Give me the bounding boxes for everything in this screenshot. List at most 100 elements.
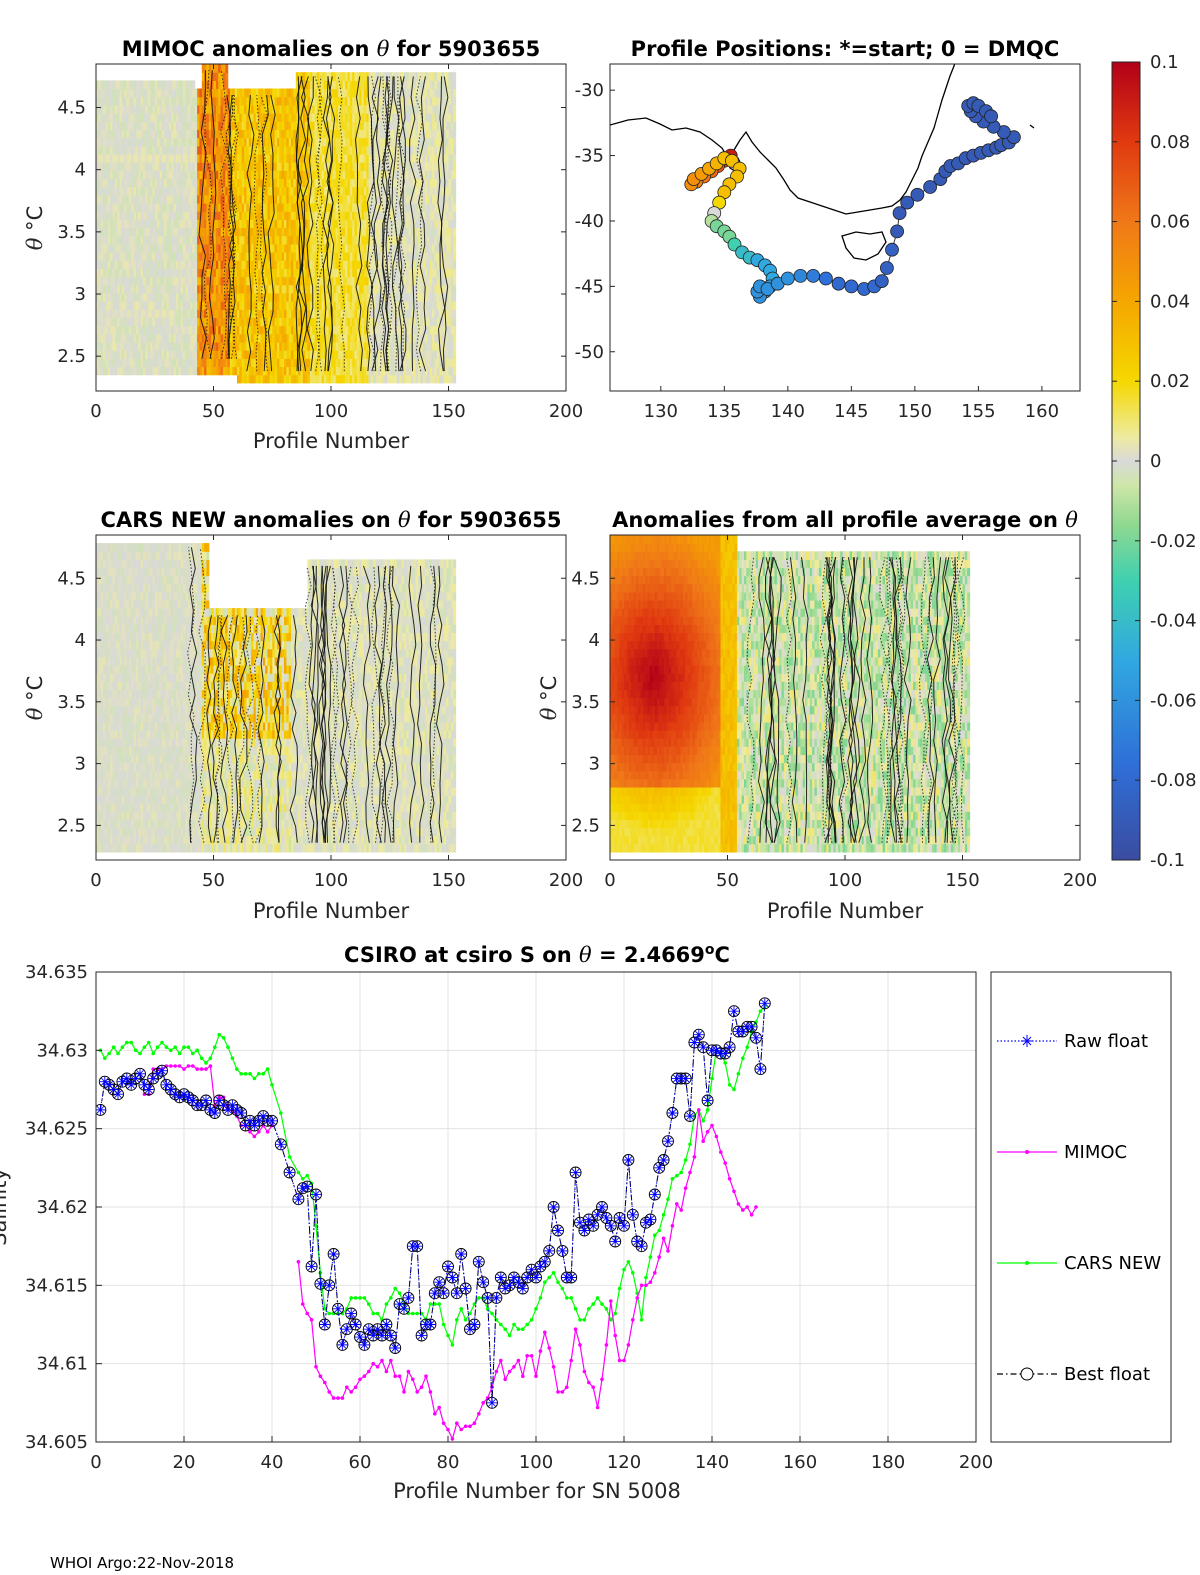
heatmap-cell [194,333,198,343]
heatmap-cell [157,80,161,90]
heatmap-cell [190,292,193,302]
heatmap-cell [293,284,297,294]
heatmap-cell [328,366,332,376]
heatmap-cell [237,113,240,122]
heatmap-cell [251,113,255,122]
heatmap-cell [204,235,208,245]
heatmap-cell [288,227,292,237]
heatmap-cell [159,96,163,106]
heatmap-cell [408,276,412,286]
heatmap-cell [361,96,365,106]
heatmap-cell [135,194,139,204]
heatmap-cell [131,260,135,269]
heatmap-cell [406,162,410,171]
heatmap-cell [192,162,196,171]
heatmap-cell [178,301,182,310]
heatmap-cell [140,366,144,376]
heatmap-cell [112,121,116,130]
heatmap-cell [147,104,151,114]
heatmap-cell [378,333,381,343]
heatmap-cell [107,350,111,359]
heatmap-cell [359,104,363,114]
heatmap-cell [363,104,367,114]
heatmap-cell [229,104,233,114]
heatmap-cell [208,309,212,318]
heatmap-cell [305,276,309,286]
heatmap-cell [201,121,205,130]
heatmap-cell [164,276,168,286]
heatmap-cell [370,358,374,368]
heatmap-cell [213,186,217,196]
heatmap-cell [225,104,229,114]
heatmap-cell [389,113,393,122]
heatmap-cell [272,145,276,155]
heatmap-cell [309,104,313,114]
heatmap-cell [408,284,412,294]
heatmap-cell [204,276,208,286]
heatmap-cell [345,333,349,343]
heatmap-cell [387,145,391,155]
heatmap-cell [345,145,349,155]
heatmap-cell [150,276,154,286]
heatmap-cell [307,284,311,294]
heatmap-cell [194,178,198,188]
heatmap-cell [401,104,405,114]
heatmap-cell [112,211,116,220]
heatmap-cell [154,292,158,302]
heatmap-cell [159,162,163,171]
heatmap-cell [154,186,158,196]
heatmap-cell [288,309,292,318]
heatmap-cell [208,80,212,90]
heatmap-cell [345,219,349,229]
heatmap-cell [262,203,266,212]
heatmap-cell [394,104,398,114]
heatmap-cell [187,186,191,196]
heatmap-cell [187,137,191,147]
heatmap-cell [370,80,374,90]
heatmap-cell [328,235,332,245]
heatmap-cell [408,358,412,368]
heatmap-cell [267,186,271,196]
heatmap-cell [345,317,349,327]
heatmap-cell [168,341,172,351]
heatmap-cell [338,203,342,212]
heatmap-cell [98,88,102,98]
heatmap-cell [182,145,186,155]
heatmap-cell [135,219,139,229]
heatmap-cell [284,317,287,327]
heatmap-cell [150,162,154,171]
heatmap-cell [269,145,273,155]
heatmap-cell [408,350,412,359]
heatmap-cell [359,284,363,294]
heatmap-cell [361,153,365,163]
heatmap-cell [222,227,226,237]
heatmap-cell [213,309,217,318]
heatmap-cell [314,113,318,122]
heatmap-cell [135,145,139,155]
heatmap-cell [314,317,318,327]
heatmap-cell [293,113,297,122]
heatmap-cell [225,170,229,180]
heatmap-cell [168,121,172,130]
heatmap-cell [277,227,280,237]
heatmap-cell [173,317,177,327]
heatmap-cell [147,211,151,220]
heatmap-cell [410,203,414,212]
heatmap-cell [128,235,132,245]
heatmap-cell [237,325,240,335]
heatmap-cell [291,374,294,384]
heatmap-cell [314,284,318,294]
heatmap-cell [173,203,177,212]
heatmap-cell [234,243,238,253]
heatmap-cell [185,162,189,171]
heatmap-cell [246,104,250,114]
heatmap-cell [321,80,325,90]
heatmap-cell [232,137,236,147]
heatmap-cell [267,268,271,278]
heatmap-cell [361,178,365,188]
heatmap-cell [110,301,114,310]
heatmap-cell [406,186,410,196]
heatmap-cell [295,219,299,229]
heatmap-cell [378,178,381,188]
heatmap-cell [319,121,323,130]
